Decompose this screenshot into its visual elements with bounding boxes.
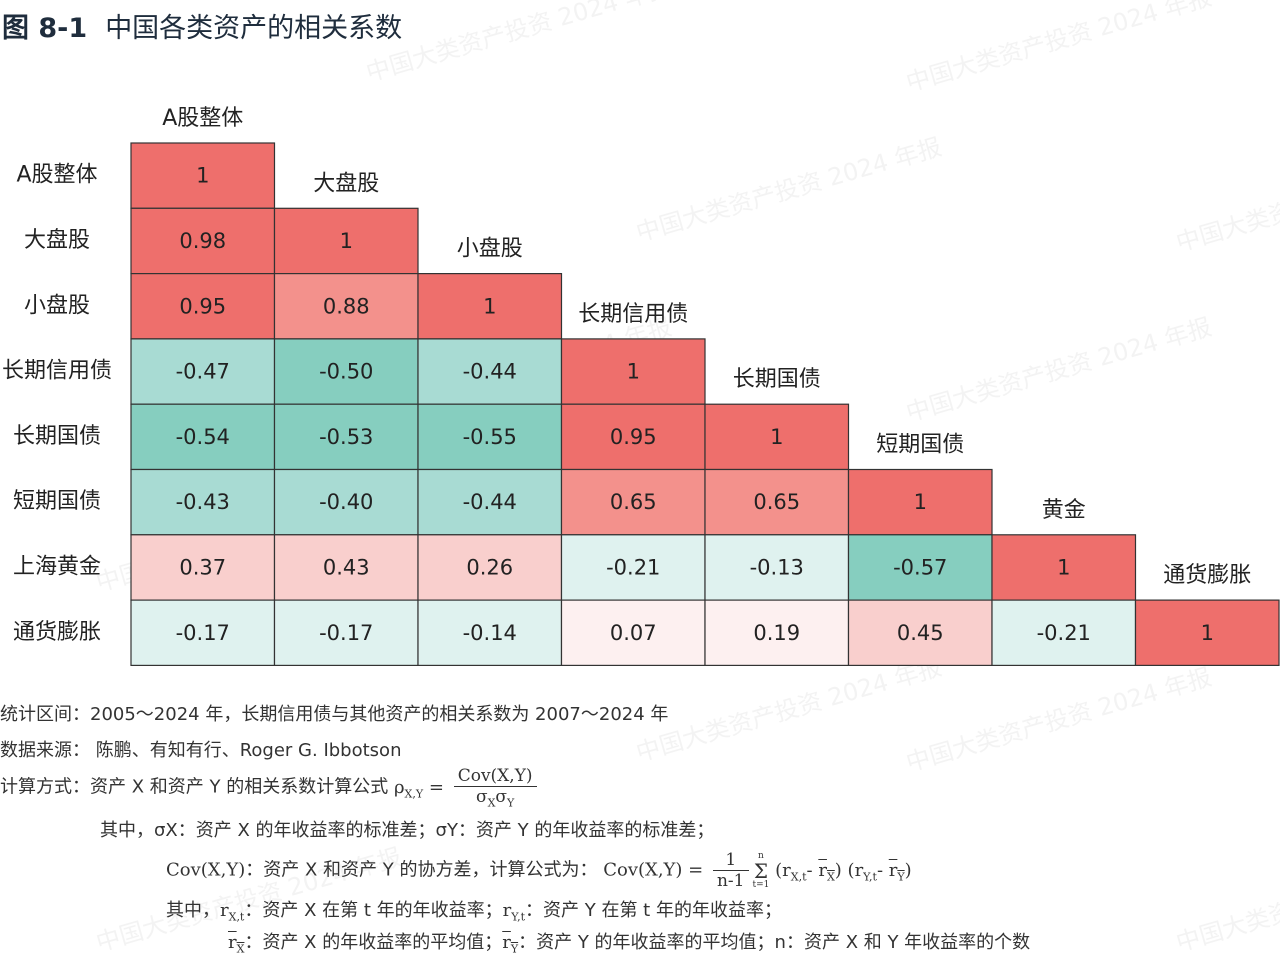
cell-value-label: -0.44 (463, 360, 517, 384)
cell-value-label: 1 (914, 490, 927, 514)
heatmap-cell (273, 599, 419, 666)
cell-value-label: -0.21 (606, 555, 660, 579)
cell-value-label: 1 (196, 164, 209, 188)
column-label: A股整体 (162, 106, 243, 131)
heatmap-cell (273, 338, 419, 405)
cell-value-label: 0.07 (610, 621, 657, 645)
covariance-fraction: 1 n-1 (712, 850, 749, 891)
row-label: 通货膨胀 (13, 620, 101, 645)
cell-value-label: 0.88 (323, 294, 370, 318)
heatmap-cell (130, 403, 276, 471)
heatmap-cell (847, 534, 993, 601)
figure-name: 中国各类资产的相关系数 (105, 13, 403, 44)
cell-value-label: 1 (770, 425, 783, 449)
cell-value-label: 1 (483, 294, 496, 318)
heatmap-cell (417, 599, 563, 666)
figure-number: 图 8-1 (2, 13, 88, 44)
heatmap-cell (704, 403, 850, 471)
heatmap-cell (417, 468, 563, 536)
note-formula: 计算方式：资产 X 和资产 Y 的相关系数计算公式 ρX,Y = Cov(X,Y… (0, 766, 541, 809)
row-label: A股整体 (16, 163, 97, 188)
formula-label: 计算方式：资产 X 和资产 Y 的相关系数计算公式 (0, 776, 389, 798)
figure-title: 图 8-1 中国各类资产的相关系数 (2, 6, 402, 45)
cell-value-label: 1 (340, 229, 353, 253)
rho-symbol: ρX,Y = (393, 776, 444, 801)
note-source: 数据来源： 陈鹏、有知有行、Roger G. Ibbotson (0, 740, 402, 761)
cell-value-label: -0.54 (176, 425, 230, 449)
heatmap-cell (847, 599, 993, 666)
cell-value-label: 0.65 (753, 490, 800, 514)
heatmap-cell (417, 534, 563, 601)
column-label: 长期信用债 (578, 302, 688, 327)
column-label: 长期国债 (733, 367, 821, 392)
heatmap-cell (417, 273, 563, 340)
heatmap-cell (704, 599, 850, 666)
column-label: 大盘股 (313, 171, 379, 196)
heatmap-cell (560, 599, 706, 666)
row-label: 长期国债 (13, 424, 101, 449)
cell-value-label: 1 (1057, 555, 1070, 579)
cell-value-label: 0.19 (753, 621, 800, 645)
cell-value-label: 0.95 (179, 294, 226, 318)
cell-value-label: -0.14 (463, 621, 517, 645)
heatmap-cell (273, 534, 419, 601)
heatmap-cell (130, 338, 276, 405)
cell-value-label: 0.37 (179, 555, 226, 579)
cell-value-label: -0.13 (750, 555, 804, 579)
row-label: 大盘股 (24, 228, 90, 253)
note-returns: 其中，rX,t：资产 X 在第 t 年的年收益率；rY,t：资产 Y 在第 t … (166, 900, 782, 924)
heatmap-cell (130, 599, 276, 666)
cell-value-label: 0.95 (610, 425, 657, 449)
cell-value-label: -0.57 (893, 555, 947, 579)
watermark-text: 中国大类资产投资 2024 年报 (1172, 843, 1280, 957)
cell-value-label: 0.65 (610, 490, 657, 514)
cell-value-label: -0.43 (176, 490, 230, 514)
note-means: rX：资产 X 的年收益率的平均值；rY：资产 Y 的年收益率的平均值；n：资产… (228, 932, 1031, 956)
heatmap-cell (560, 403, 706, 471)
correlation-fraction: Cov(X,Y) σXσY (453, 766, 537, 809)
heatmap-cell (273, 207, 419, 275)
cell-value-label: 0.98 (179, 229, 226, 253)
heatmap-cell (273, 468, 419, 536)
column-label: 黄金 (1042, 498, 1086, 523)
cell-value-label: 0.43 (323, 555, 370, 579)
cell-value-label: 1 (1201, 621, 1214, 645)
cell-value-label: 1 (627, 360, 640, 384)
row-label: 长期信用债 (2, 359, 112, 384)
heatmap-cell (130, 273, 276, 340)
heatmap-cell (704, 534, 850, 601)
note-sigma: 其中，σX：资产 X 的年收益率的标准差；σY：资产 Y 的年收益率的标准差； (100, 820, 715, 841)
heatmap-cell (273, 273, 419, 340)
note-period: 统计区间：2005～2024 年，长期信用债与其他资产的相关系数为 2007～2… (0, 704, 669, 725)
column-label: 短期国债 (876, 433, 964, 458)
heatmap-cell (991, 534, 1137, 601)
cell-value-label: -0.17 (319, 621, 373, 645)
heatmap-cell (847, 468, 993, 536)
cell-value-label: -0.50 (319, 360, 373, 384)
row-label: 小盘股 (24, 293, 90, 318)
correlation-heatmap: 1 0.98 1 0.95 0.88 1 -0.47 -0.50 -0.44 1 -0.54 -0.5… (2, 106, 1280, 666)
heatmap-cell (1134, 599, 1280, 666)
heatmap-cell (991, 599, 1137, 666)
cell-value-label: -0.21 (1037, 621, 1091, 645)
cell-value-label: -0.53 (319, 425, 373, 449)
row-label: 短期国债 (13, 489, 101, 514)
cell-value-label: -0.40 (319, 490, 373, 514)
cell-value-label: 0.26 (466, 555, 513, 579)
cell-value-label: -0.47 (176, 360, 230, 384)
note-covariance: Cov(X,Y)：资产 X 和资产 Y 的协方差，计算公式为： Cov(X,Y)… (166, 850, 912, 891)
cell-value-label: -0.17 (176, 621, 230, 645)
column-label: 小盘股 (457, 237, 523, 262)
heatmap-cell (560, 338, 706, 405)
cell-value-label: 0.45 (897, 621, 944, 645)
cell-value-label: -0.55 (463, 425, 517, 449)
column-label: 通货膨胀 (1163, 563, 1251, 588)
heatmap-cell (417, 403, 563, 471)
heatmap-cell (273, 403, 419, 471)
row-label: 上海黄金 (13, 554, 101, 579)
cell-value-label: -0.44 (463, 490, 517, 514)
